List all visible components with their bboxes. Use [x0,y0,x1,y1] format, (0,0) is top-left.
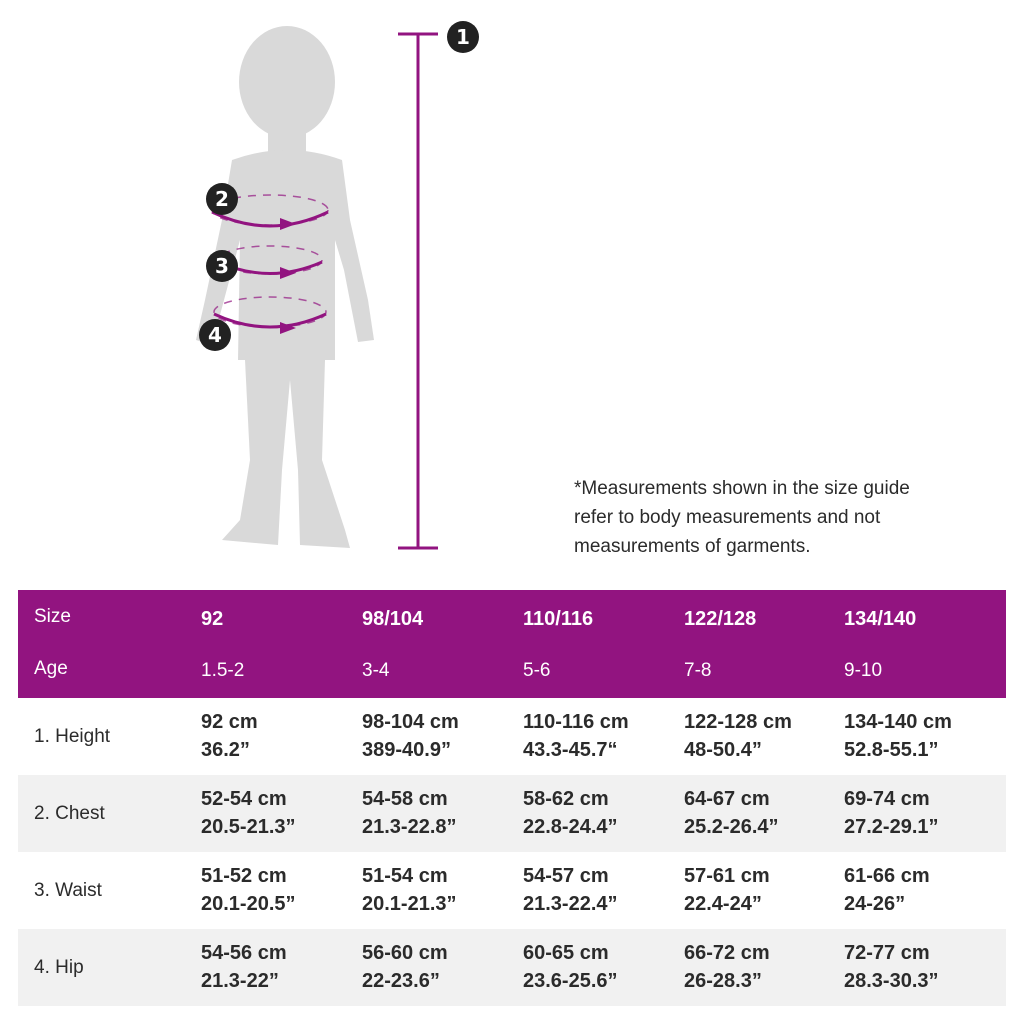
age-label: Age [34,658,68,679]
size-label: Size [34,606,71,627]
row-label: 1. Height [34,726,111,747]
table-row: 1. Height 92 cm 36.2” 98-104 cm 389-40.9” 110… [18,698,1006,775]
inch-value: 20.5-21.3” [201,816,296,838]
inch-value: 21.3-22.4” [523,893,618,915]
ring-arrows [280,218,296,334]
cm-value: 72-77 cm [844,942,930,964]
cm-value: 61-66 cm [844,865,930,887]
marker-3-icon: 3 [206,250,238,282]
inch-value: 389-40.9” [362,739,451,761]
cm-value: 51-52 cm [201,865,287,887]
marker-2-icon: 2 [206,183,238,215]
inch-value: 26-28.3” [684,970,762,992]
svg-text:4: 4 [208,323,222,347]
size-header: 122/128 [684,608,757,630]
inch-value: 23.6-25.6” [523,970,618,992]
size-header: 134/140 [844,608,917,630]
child-silhouette [196,26,374,548]
cm-value: 54-58 cm [362,788,448,810]
cm-value: 64-67 cm [684,788,770,810]
inch-value: 21.3-22.8” [362,816,457,838]
inch-value: 25.2-26.4” [684,816,779,838]
svg-text:2: 2 [215,187,229,211]
inch-value: 48-50.4” [684,739,762,761]
table-row: 2. Chest 52-54 cm 20.5-21.3” 54-58 cm 21.3-2… [18,775,1006,852]
cm-value: 69-74 cm [844,788,930,810]
cm-value: 60-65 cm [523,942,609,964]
cm-value: 134-140 cm [844,711,952,733]
row-label: 2. Chest [34,803,105,824]
inch-value: 20.1-20.5” [201,893,296,915]
inch-value: 24-26” [844,893,906,915]
inch-value: 43.3-45.7“ [523,739,618,761]
table-header: Size Age 92 1.5-2 98/104 3-4 110/116 5-6 122/1… [18,590,1006,698]
cm-value: 66-72 cm [684,942,770,964]
marker-4-icon: 4 [199,319,231,351]
age-value: 9-10 [844,660,883,681]
height-line [398,32,438,550]
cm-value: 57-61 cm [684,865,770,887]
measurement-note: *Measurements shown in the size guide re… [574,478,910,557]
cm-value: 54-57 cm [523,865,609,887]
inch-value: 21.3-22” [201,970,279,992]
table-row: 4. Hip 54-56 cm 21.3-22” 56-60 cm 22-23.6” 60… [18,929,1006,1006]
age-value: 3-4 [362,660,390,681]
cm-value: 54-56 cm [201,942,287,964]
inch-value: 28.3-30.3” [844,970,939,992]
cm-value: 122-128 cm [684,711,792,733]
table-row: 3. Waist 51-52 cm 20.1-20.5” 51-54 cm 20.1-2… [18,852,1006,929]
cm-value: 98-104 cm [362,711,459,733]
size-header: 110/116 [523,608,594,630]
inch-value: 22.4-24” [684,893,762,915]
marker-1-icon: 1 [447,21,479,53]
body-measurement-figure: 1 2 3 4 [196,21,479,550]
size-header: 92 [201,608,224,630]
svg-text:1: 1 [456,25,470,49]
age-value: 7-8 [684,660,712,681]
cm-value: 58-62 cm [523,788,609,810]
cm-value: 52-54 cm [201,788,287,810]
cm-value: 56-60 cm [362,942,448,964]
inch-value: 20.1-21.3” [362,893,457,915]
inch-value: 36.2” [201,739,250,761]
size-header: 98/104 [362,608,424,630]
inch-value: 22-23.6” [362,970,440,992]
inch-value: 22.8-24.4” [523,816,618,838]
age-value: 5-6 [523,660,551,681]
cm-value: 110-116 cm [523,711,629,733]
cm-value: 92 cm [201,711,258,733]
inch-value: 27.2-29.1” [844,816,939,838]
measurement-rings [211,194,329,329]
age-value: 1.5-2 [201,660,245,681]
row-label: 3. Waist [34,880,102,901]
row-label: 4. Hip [34,957,84,978]
cm-value: 51-54 cm [362,865,448,887]
size-table: Size Age 92 1.5-2 98/104 3-4 110/116 5-6 122/1… [18,590,1006,1006]
inch-value: 52.8-55.1” [844,739,939,761]
svg-text:3: 3 [215,254,229,278]
